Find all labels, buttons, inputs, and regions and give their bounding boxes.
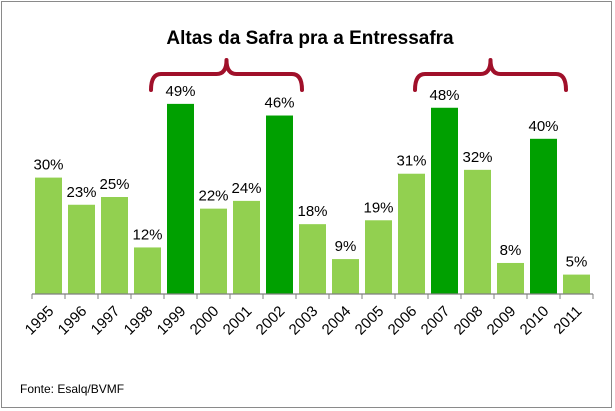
x-tick-label-1999: 1999 [154,303,190,339]
data-label-1999: 49% [165,83,195,100]
data-label-1995: 30% [33,157,63,174]
data-label-1997: 25% [99,176,129,193]
bar-2009 [497,262,524,294]
bar-1999 [167,103,194,294]
bar-2006 [398,173,425,294]
bars-group: 30%23% 25% 12% 49% 22% 24% 46% 18% 9% 19% 31% 48% 32… [33,83,590,295]
data-label-2011: 5% [566,254,588,271]
x-tick-label-2003: 2003 [286,303,322,339]
x-axis: 1995199619971998199920002001200220032004… [22,293,594,339]
x-tick-label-2004: 2004 [319,303,355,339]
data-label-2010: 40% [528,118,558,135]
data-label-1998: 12% [132,226,162,243]
x-tick-label-1996: 1996 [55,303,91,339]
data-label-2008: 32% [462,149,492,166]
bar-1995 [35,177,62,294]
x-tick-label-1995: 1995 [22,303,58,339]
data-label-2001: 24% [231,180,261,197]
bar-1996 [68,204,95,294]
bar-2010 [530,138,557,294]
bar-2004 [332,259,359,294]
data-label-2000: 22% [198,188,228,205]
bar-2002 [266,115,293,295]
source-note: Fonte: Esalq/BVMF [20,382,124,396]
x-tick-label-2005: 2005 [352,303,388,339]
bar-2005 [365,220,392,294]
data-label-2007: 48% [429,87,459,104]
bar-1998 [134,247,161,294]
x-tick-label-2007: 2007 [418,303,454,339]
x-tick-label-2006: 2006 [385,303,421,339]
x-tick-label-2010: 2010 [517,303,553,339]
x-tick-label-2009: 2009 [484,303,520,339]
chart-title: Altas da Safra pra a Entressafra [166,28,454,49]
x-tick-label-2002: 2002 [253,303,289,339]
x-tick-label-1998: 1998 [121,303,157,339]
bar-2001 [233,200,260,294]
x-tick-label-2001: 2001 [220,303,256,339]
bracket-1999-2002 [149,58,304,92]
bar-2003 [299,224,326,294]
data-label-2004: 9% [335,238,357,255]
data-label-1996: 23% [66,184,96,201]
data-label-2003: 18% [297,203,327,220]
data-label-2002: 46% [264,95,294,112]
bar-2000 [200,208,227,294]
x-tick-label-2008: 2008 [451,303,487,339]
bracket-2007-2010 [413,58,568,92]
bar-1997 [101,197,128,294]
bar-2011 [563,274,590,294]
bar-2008 [464,169,491,294]
x-tick-label-1997: 1997 [88,303,124,339]
bar-2007 [431,107,458,294]
x-tick-label-2000: 2000 [187,303,223,339]
brackets-group [149,58,568,92]
data-label-2006: 31% [396,153,426,170]
data-label-2005: 19% [363,199,393,216]
data-label-2009: 8% [500,242,522,259]
x-tick-label-2011: 2011 [550,303,585,338]
